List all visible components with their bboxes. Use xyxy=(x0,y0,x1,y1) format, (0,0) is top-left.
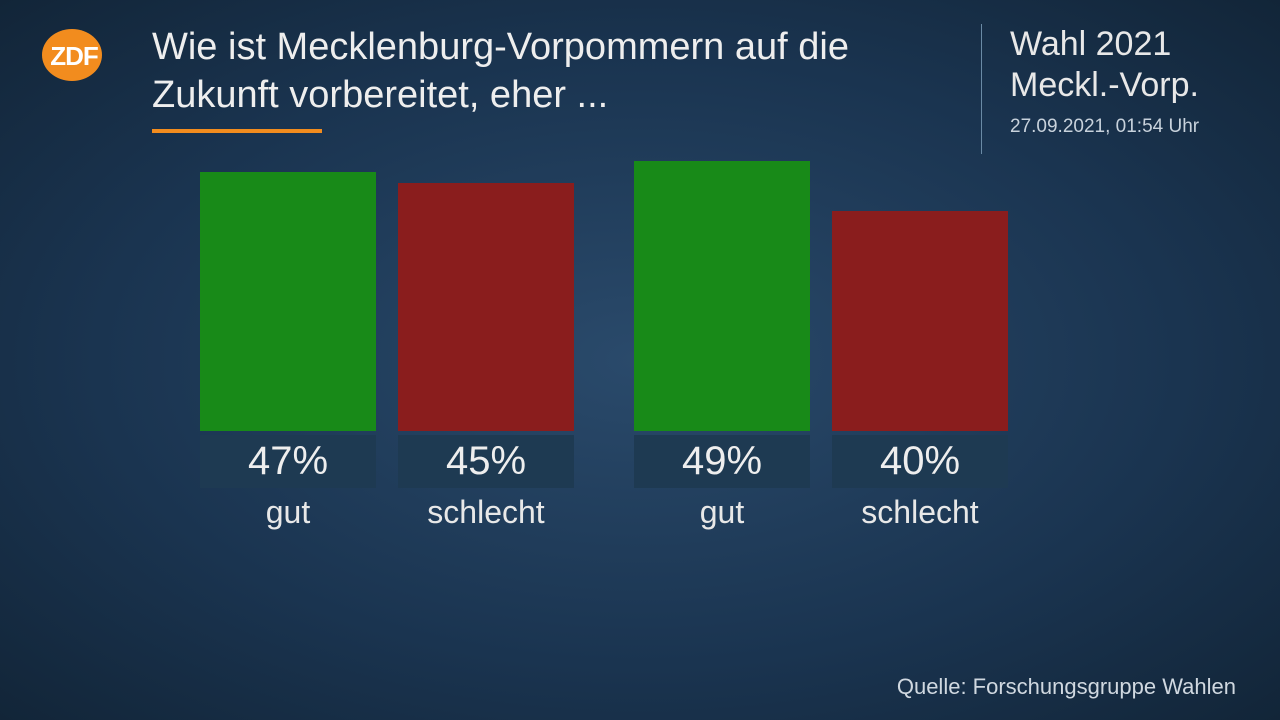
category-label: gut xyxy=(266,494,310,531)
bar-column: 47% gut xyxy=(200,172,376,531)
source-attribution: Quelle: Forschungsgruppe Wahlen xyxy=(897,674,1236,700)
category-label: gut xyxy=(700,494,744,531)
svg-text:ZDF: ZDF xyxy=(50,41,98,71)
value-box: 49% xyxy=(634,435,810,488)
category-label: schlecht xyxy=(861,494,978,531)
zdf-logo: ZDF xyxy=(40,28,124,87)
bar xyxy=(634,161,810,431)
meta-region: Meckl.-Vorp. xyxy=(1010,65,1240,106)
bar-column: 49% gut xyxy=(634,161,810,531)
title-underline xyxy=(152,129,322,133)
chart-title: Wie ist Mecklenburg-Vorpommern auf die Z… xyxy=(152,24,953,119)
value-box: 47% xyxy=(200,435,376,488)
meta-timestamp: 27.09.2021, 01:54 Uhr xyxy=(1010,116,1240,138)
bar xyxy=(200,172,376,431)
header-divider xyxy=(981,24,982,154)
bar-column: 45% schlecht xyxy=(398,183,574,531)
bar-group: 202147%gut45%schlecht xyxy=(200,210,574,531)
bar xyxy=(832,211,1008,431)
chart-area: 202147%gut45%schlecht201649%gut40%schlec… xyxy=(200,210,1080,650)
value-box: 40% xyxy=(832,435,1008,488)
meta-election: Wahl 2021 xyxy=(1010,24,1240,65)
value-box: 45% xyxy=(398,435,574,488)
bar-column: 40% schlecht xyxy=(832,211,1008,531)
bars-row: 47% gut 45% schlecht xyxy=(200,261,574,531)
header: ZDF Wie ist Mecklenburg-Vorpommern auf d… xyxy=(0,0,1280,154)
category-label: schlecht xyxy=(427,494,544,531)
meta-block: Wahl 2021 Meckl.-Vorp. 27.09.2021, 01:54… xyxy=(1010,24,1240,138)
bars-row: 49% gut 40% schlecht xyxy=(634,261,1008,531)
bar-group: 201649%gut40%schlecht xyxy=(634,210,1008,531)
title-block: Wie ist Mecklenburg-Vorpommern auf die Z… xyxy=(152,24,953,133)
bar xyxy=(398,183,574,431)
